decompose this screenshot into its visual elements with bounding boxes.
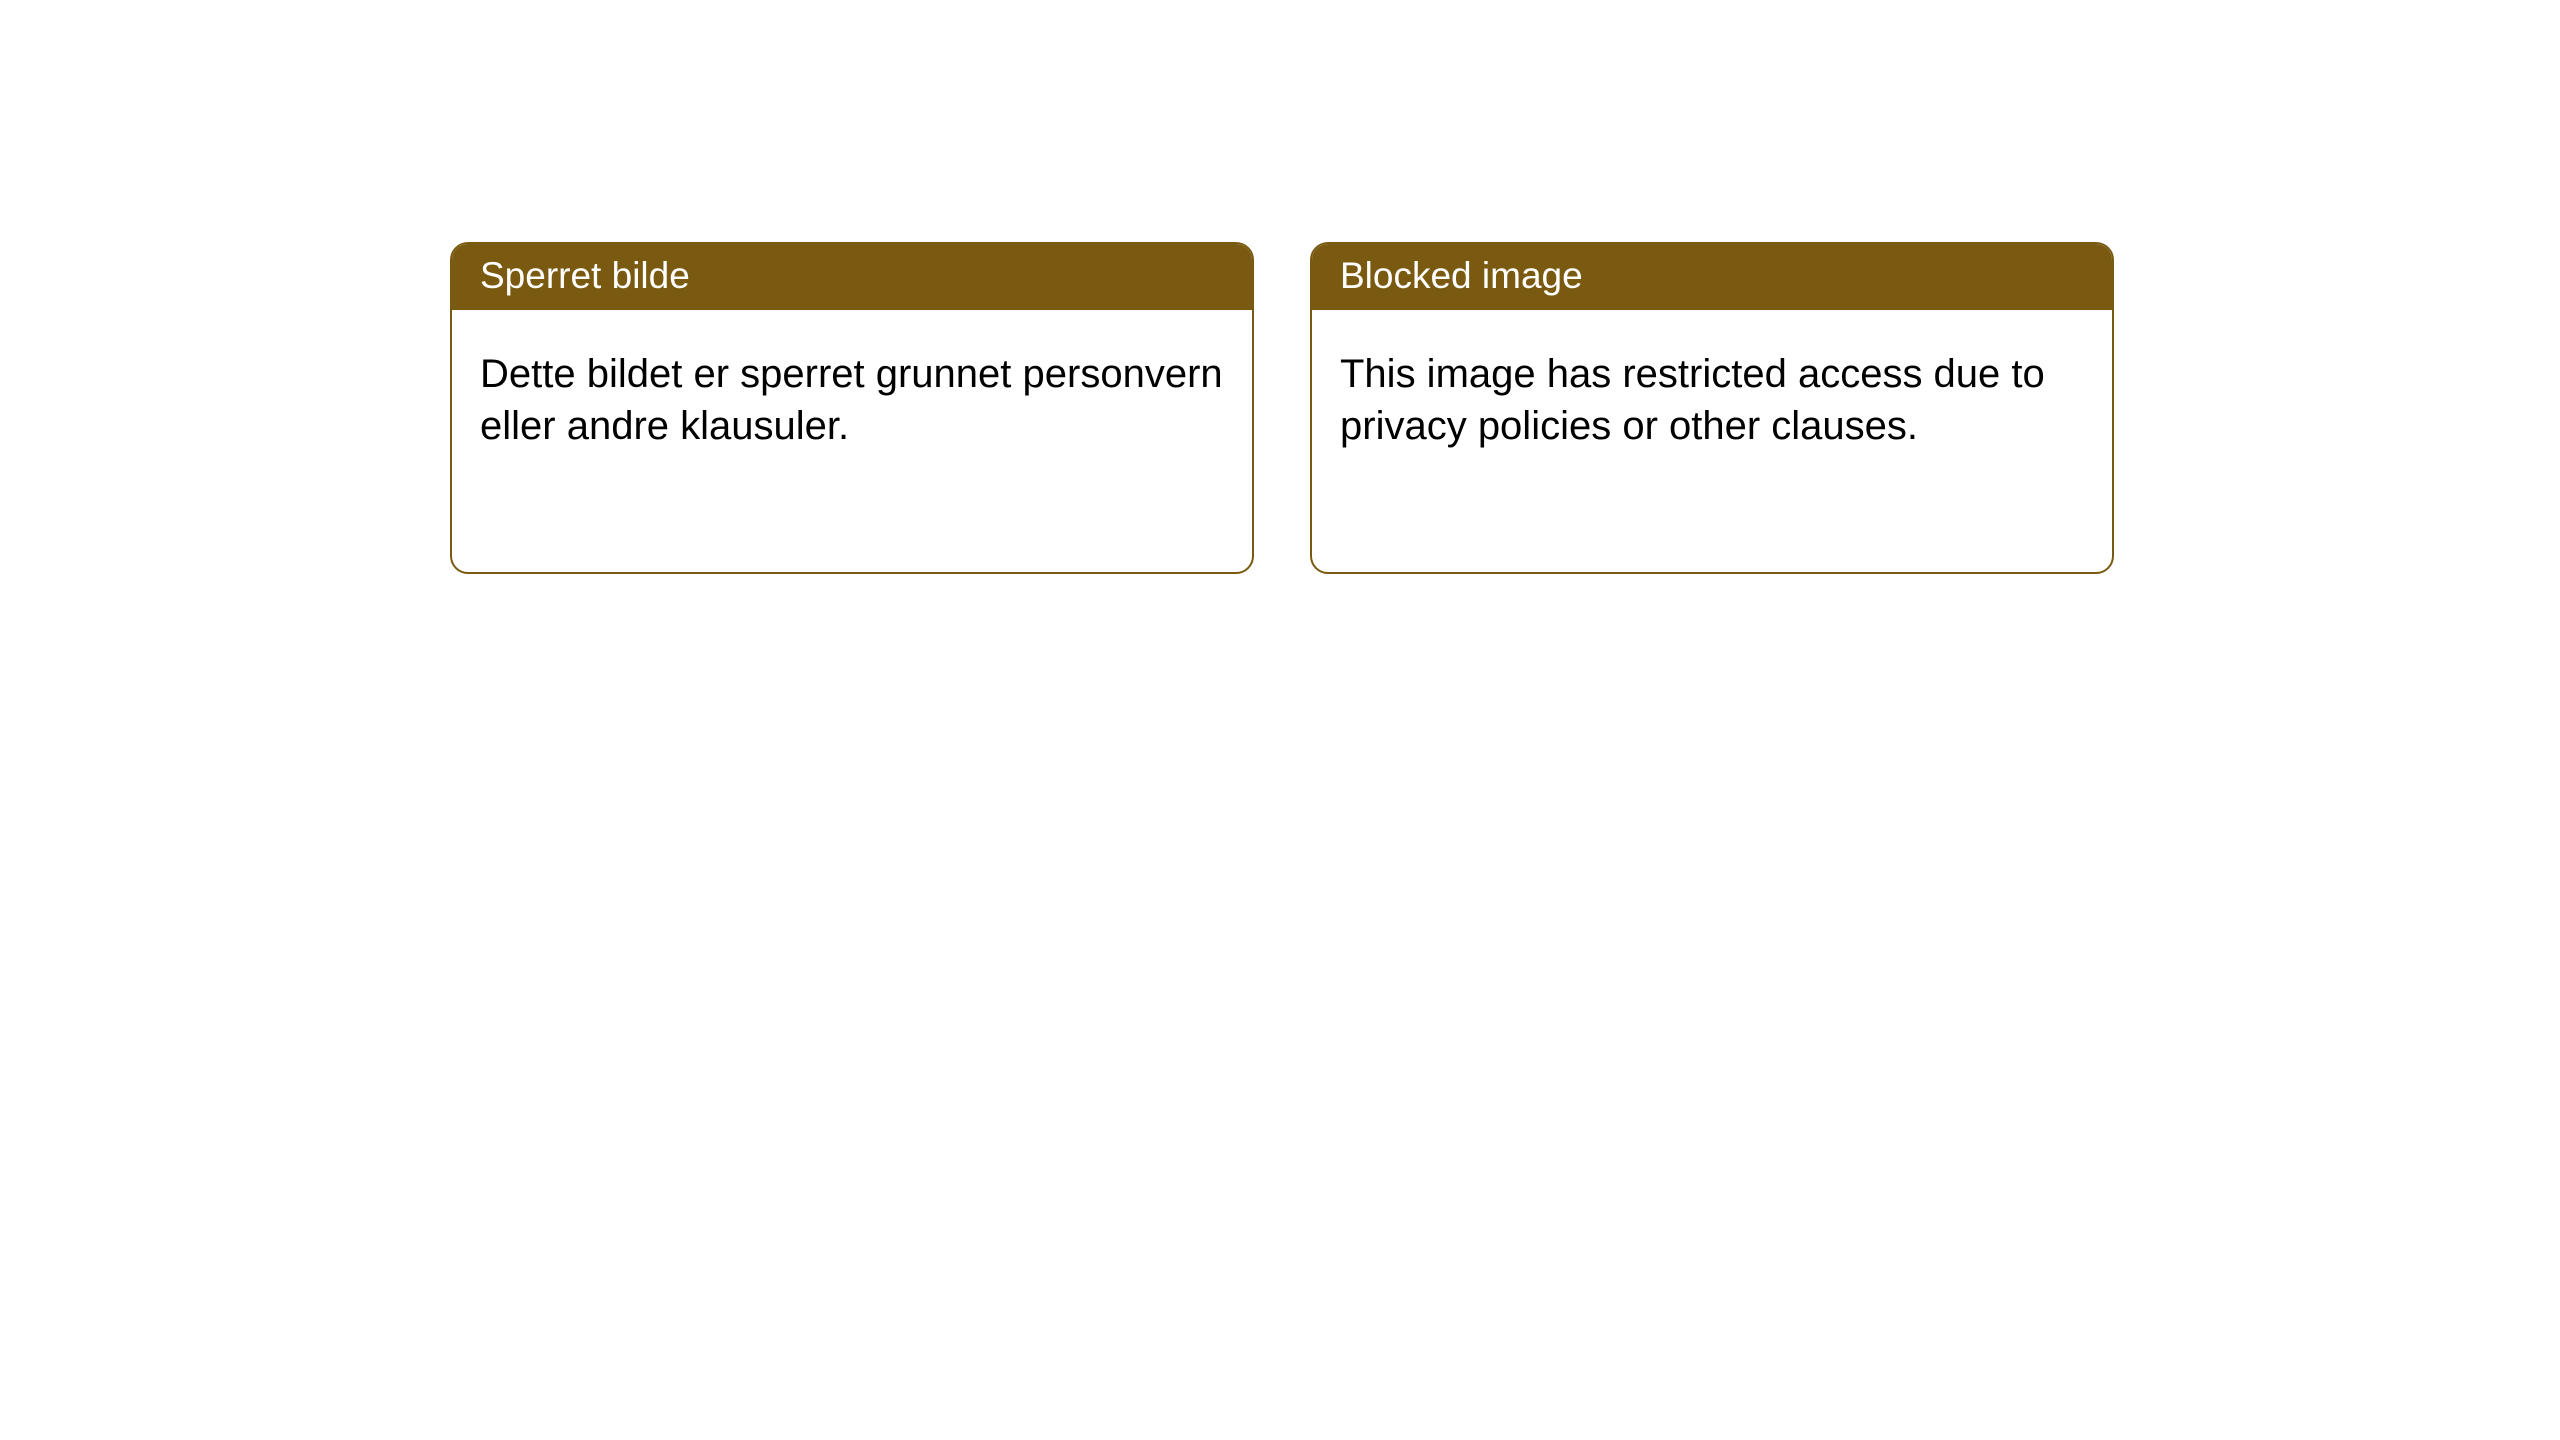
notice-container: Sperret bilde Dette bildet er sperret gr… [0,0,2560,574]
notice-header: Sperret bilde [452,244,1252,310]
notice-body: This image has restricted access due to … [1312,310,2112,490]
notice-card-norwegian: Sperret bilde Dette bildet er sperret gr… [450,242,1254,574]
notice-header: Blocked image [1312,244,2112,310]
notice-card-english: Blocked image This image has restricted … [1310,242,2114,574]
notice-body: Dette bildet er sperret grunnet personve… [452,310,1252,490]
